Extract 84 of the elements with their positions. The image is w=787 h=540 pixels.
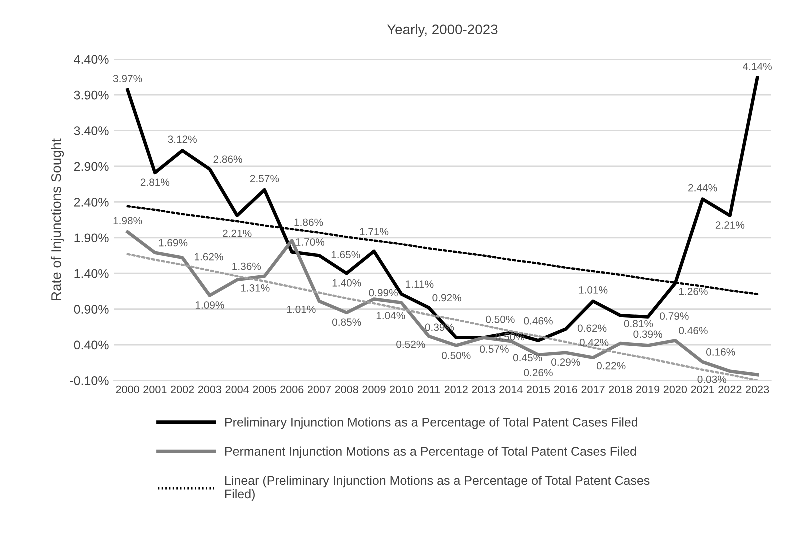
data-label: 1.69% [159, 239, 188, 247]
data-label: 0.57% [480, 346, 509, 354]
y-tick-label: 1.90% [74, 234, 109, 243]
data-label: 2.81% [140, 178, 170, 186]
data-label: 1.62% [194, 253, 224, 261]
data-label: 0.52% [396, 340, 426, 348]
x-tick-label: 2019 [636, 386, 660, 394]
y-axis-title: Rate of Injunctions Sought [51, 138, 64, 300]
y-tick-label: -0.10% [70, 376, 109, 386]
data-label: 0.42% [580, 338, 609, 346]
data-label: 0.46% [524, 317, 553, 325]
data-label: 0.03% [698, 376, 727, 384]
data-label: 0.16% [706, 348, 736, 356]
x-tick-label: 2009 [362, 386, 386, 394]
y-tick-label: 0.40% [74, 340, 109, 350]
data-label: 2.21% [223, 230, 252, 238]
data-label: 0.46% [679, 327, 708, 334]
x-tick-label: 2014 [500, 386, 523, 394]
x-tick-label: 2020 [664, 386, 688, 394]
y-tick-label: 3.90% [74, 90, 109, 100]
legend-label: Linear (Preliminary Injunction Motions as a Percentage of Total Patent Cases Filed) [226, 476, 650, 502]
x-tick-label: 2018 [609, 386, 632, 394]
data-label: 0.50% [486, 316, 515, 324]
data-label: 0.92% [432, 294, 462, 302]
data-label: 1.65% [332, 251, 360, 259]
x-tick-label: 2015 [527, 386, 550, 394]
data-label: 1.01% [287, 306, 316, 314]
data-label: 4.14% [743, 63, 772, 70]
x-tick-label: 2016 [554, 386, 578, 394]
data-label: 1.09% [196, 302, 224, 309]
y-tick-label: 4.40% [74, 55, 109, 64]
x-tick-label: 2011 [418, 386, 440, 394]
data-label: 0.50% [442, 352, 471, 360]
x-tick-label: 2010 [390, 386, 414, 394]
x-tick-label: 2006 [280, 386, 304, 394]
data-label: 2.44% [688, 184, 718, 192]
data-label: 0.62% [578, 324, 607, 332]
x-tick-label: 2007 [308, 386, 331, 394]
data-label: 1.40% [332, 279, 362, 287]
y-tick-label: 2.40% [74, 198, 109, 207]
x-tick-label: 2001 [144, 386, 167, 394]
y-tick-label: 3.40% [74, 126, 109, 136]
data-label: 0.81% [624, 320, 654, 328]
x-tick-label: 2022 [718, 386, 742, 394]
data-label: 1.86% [294, 218, 324, 226]
data-label: 1.70% [296, 238, 325, 246]
y-tick-label: 0.90% [74, 305, 109, 314]
data-label: 1.04% [376, 312, 406, 320]
data-label: 1.71% [360, 228, 389, 236]
x-tick-label: 2004 [226, 386, 250, 394]
data-label: 0.26% [524, 369, 553, 377]
data-label: 3.97% [113, 75, 142, 82]
y-tick-label: 1.40% [74, 269, 109, 278]
y-tick-label: 2.90% [74, 162, 109, 172]
legend-label: Permanent Injunction Motions as a Percentage of Total Patent Cases Filed [226, 446, 636, 458]
data-label: 0.99% [369, 289, 398, 297]
x-tick-label: 2021 [691, 386, 714, 394]
data-label: 1.31% [241, 284, 270, 292]
data-label: 1.36% [232, 262, 262, 270]
x-tick-label: 2005 [253, 386, 276, 394]
data-label: 2.21% [716, 222, 745, 229]
x-tick-label: 2013 [472, 386, 496, 394]
x-tick-label: 2023 [746, 386, 770, 394]
data-label: 1.11% [406, 280, 434, 288]
x-tick-label: 2003 [198, 386, 222, 394]
data-label: 1.01% [579, 286, 608, 294]
legend-label: Preliminary Injunction Motions as a Percentage of Total Patent Cases Filed [226, 418, 638, 430]
data-label: 0.29% [552, 358, 580, 366]
data-label: 3.12% [168, 136, 197, 144]
x-tick-label: 2000 [116, 386, 140, 394]
data-label: 0.22% [596, 362, 626, 370]
x-tick-label: 2002 [171, 386, 194, 394]
x-tick-label: 2012 [444, 386, 468, 394]
data-label: 0.45% [513, 354, 542, 362]
data-label: 1.98% [114, 217, 142, 225]
data-label: 0.79% [660, 312, 689, 320]
x-tick-label: 2017 [582, 386, 605, 394]
x-tick-label: 2008 [335, 386, 358, 394]
data-label: 0.85% [332, 318, 362, 326]
data-label: 2.86% [214, 156, 242, 164]
data-label: 1.26% [680, 288, 708, 296]
data-label: 2.57% [250, 175, 280, 182]
chart-title: Yearly, 2000-2023 [387, 24, 498, 38]
data-label: 0.39% [634, 330, 662, 338]
